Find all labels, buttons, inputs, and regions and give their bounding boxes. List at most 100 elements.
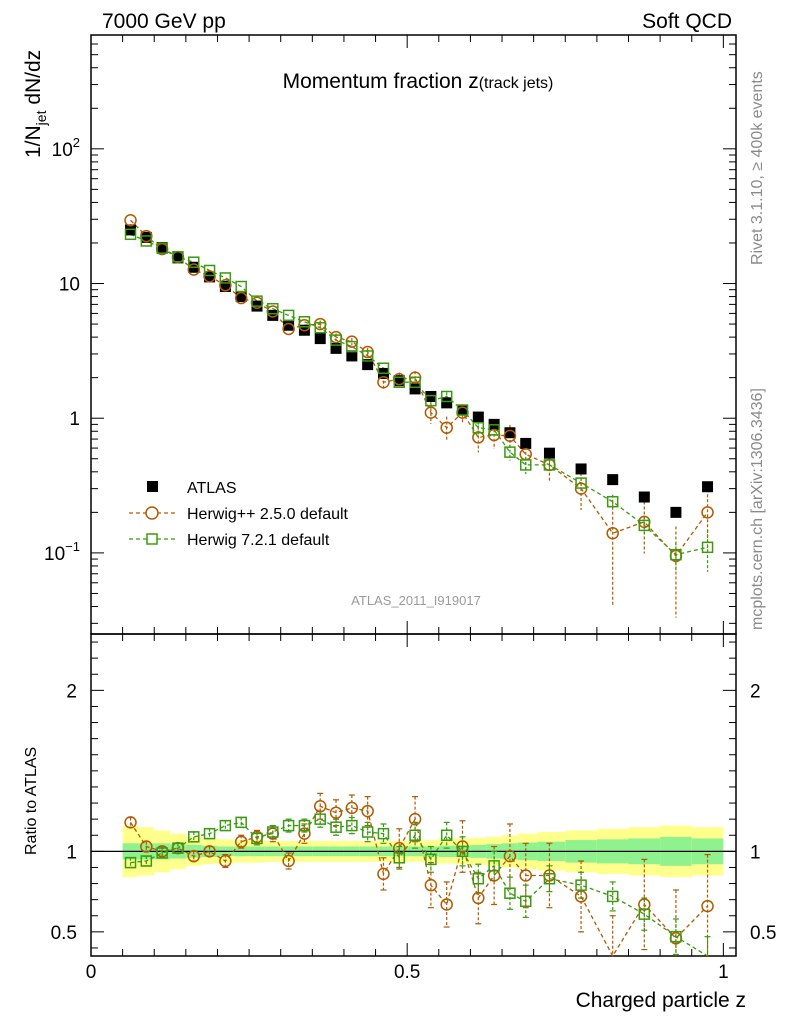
data-point-herwigpp — [124, 816, 137, 829]
marker-bg — [489, 425, 499, 435]
data-point-herwigpp — [377, 867, 390, 881]
data-point-herwig7 — [219, 819, 232, 832]
data-point-herwig7 — [330, 334, 342, 346]
y-label-sub: jet — [33, 110, 49, 126]
legend: ATLAS Herwig++ 2.5.0 default Herwig 7.2.… — [129, 480, 349, 549]
marker-bg — [157, 243, 167, 253]
y-tick-label-ratio-right: 1 — [750, 842, 761, 863]
data-point-herwigpp — [298, 827, 311, 840]
data-point-atlas — [504, 427, 516, 439]
main-y-axis-label: 1/Njet dN/dz — [22, 50, 49, 158]
marker-bg — [141, 236, 151, 246]
data-point-herwig7 — [606, 495, 619, 508]
y-tick-label-ratio: 2 — [66, 681, 77, 702]
data-point-atlas — [330, 342, 342, 354]
marker-bg — [671, 550, 681, 560]
data-point-herwigpp — [487, 869, 501, 882]
y-tick-label-main: 1 — [69, 409, 80, 430]
data-point-herwig7 — [488, 860, 500, 872]
data-point-atlas — [607, 474, 619, 486]
data-point-herwigpp — [701, 899, 714, 913]
data-point-atlas — [472, 411, 484, 423]
data-point-herwigpp — [440, 421, 453, 434]
data-point-herwigpp — [203, 845, 216, 858]
data-point-herwigpp — [424, 406, 438, 419]
data-point-herwig7 — [440, 390, 453, 403]
marker-bg — [426, 396, 436, 406]
data-point-herwig7 — [140, 235, 153, 247]
main-plot-title: Momentum fraction z(track jets) — [283, 70, 554, 93]
data-point-herwig7 — [456, 404, 469, 416]
data-point-herwig7 — [251, 295, 263, 307]
data-point-herwig7 — [575, 477, 587, 489]
y-tick-label-exponent: −1 — [65, 539, 80, 554]
data-point-herwig7 — [156, 847, 168, 859]
ratio-y-axis-label: Ratio to ATLAS — [23, 747, 40, 855]
data-point-herwigpp — [408, 812, 422, 826]
marker-bg — [378, 363, 388, 373]
data-point-herwigpp — [219, 854, 232, 868]
data-point-herwigpp — [519, 869, 532, 882]
marker-bg — [126, 229, 136, 239]
data-point-herwig7 — [488, 424, 500, 436]
data-point-atlas — [346, 350, 358, 362]
marker-bg — [205, 265, 215, 275]
data-point-herwigpp — [234, 291, 248, 305]
y-tick-label-main: 10−1 — [44, 539, 80, 565]
data-point-herwig7 — [606, 890, 619, 903]
main-plot-title-sub: (track jets) — [479, 75, 554, 92]
data-point-herwig7 — [203, 264, 216, 277]
data-point-atlas — [172, 252, 184, 264]
data-point-atlas — [425, 390, 437, 402]
data-point-herwig7 — [346, 340, 358, 353]
data-point-atlas — [267, 309, 279, 321]
data-point-herwig7 — [519, 895, 532, 908]
data-point-atlas — [575, 463, 587, 475]
legend-herwigpp-label: Herwig++ 2.5.0 default — [187, 506, 349, 523]
x-tick-label: 0.5 — [394, 962, 420, 983]
data-point-herwig7 — [425, 394, 437, 407]
marker-bg — [284, 310, 294, 320]
data-point-herwigpp — [503, 849, 517, 863]
x-tick-label: 0 — [86, 962, 97, 983]
data-point-herwig7 — [393, 376, 406, 388]
marker-bg — [544, 460, 554, 470]
data-point-herwigpp — [503, 429, 517, 443]
marker-bg — [189, 257, 199, 267]
marker-bg — [442, 391, 452, 401]
data-point-herwig7 — [298, 819, 311, 832]
marker-bg — [347, 342, 357, 352]
data-point-atlas — [219, 281, 231, 293]
data-point-atlas — [409, 383, 421, 395]
y-label-tail: dN/dz — [22, 50, 45, 111]
ratio-line-herwigpp — [129, 805, 708, 958]
series-line-herwig7 — [130, 233, 708, 556]
y-tick-label-base: 10 — [44, 544, 65, 565]
data-point-herwigpp — [313, 800, 327, 813]
data-point-herwig7 — [638, 908, 651, 920]
x-tick-label: 1 — [718, 962, 729, 983]
marker-bg — [394, 377, 404, 387]
data-point-herwig7 — [314, 321, 326, 334]
legend-herwig7-label: Herwig 7.2.1 default — [187, 532, 330, 549]
marker-bg — [236, 282, 246, 292]
main-plot-title-main: Momentum fraction z — [283, 70, 479, 93]
data-point-herwig7 — [456, 845, 469, 858]
legend-atlas-label: ATLAS — [187, 480, 237, 497]
marker-bg — [363, 351, 373, 361]
data-point-herwig7 — [188, 256, 200, 268]
data-point-herwig7 — [409, 376, 421, 388]
data-point-herwigpp — [638, 898, 651, 911]
data-point-atlas — [314, 333, 326, 345]
data-point-herwig7 — [361, 350, 374, 362]
data-point-atlas — [393, 375, 405, 387]
data-point-herwig7 — [377, 362, 390, 374]
legend-herwig7-marker — [146, 533, 158, 545]
data-point-herwigpp — [203, 270, 216, 283]
data-point-herwigpp — [140, 840, 153, 853]
data-point-atlas — [670, 506, 682, 518]
data-point-herwig7 — [298, 316, 311, 328]
data-point-herwig7 — [172, 251, 184, 263]
data-point-herwig7 — [267, 302, 279, 315]
marker-bg — [521, 460, 531, 470]
